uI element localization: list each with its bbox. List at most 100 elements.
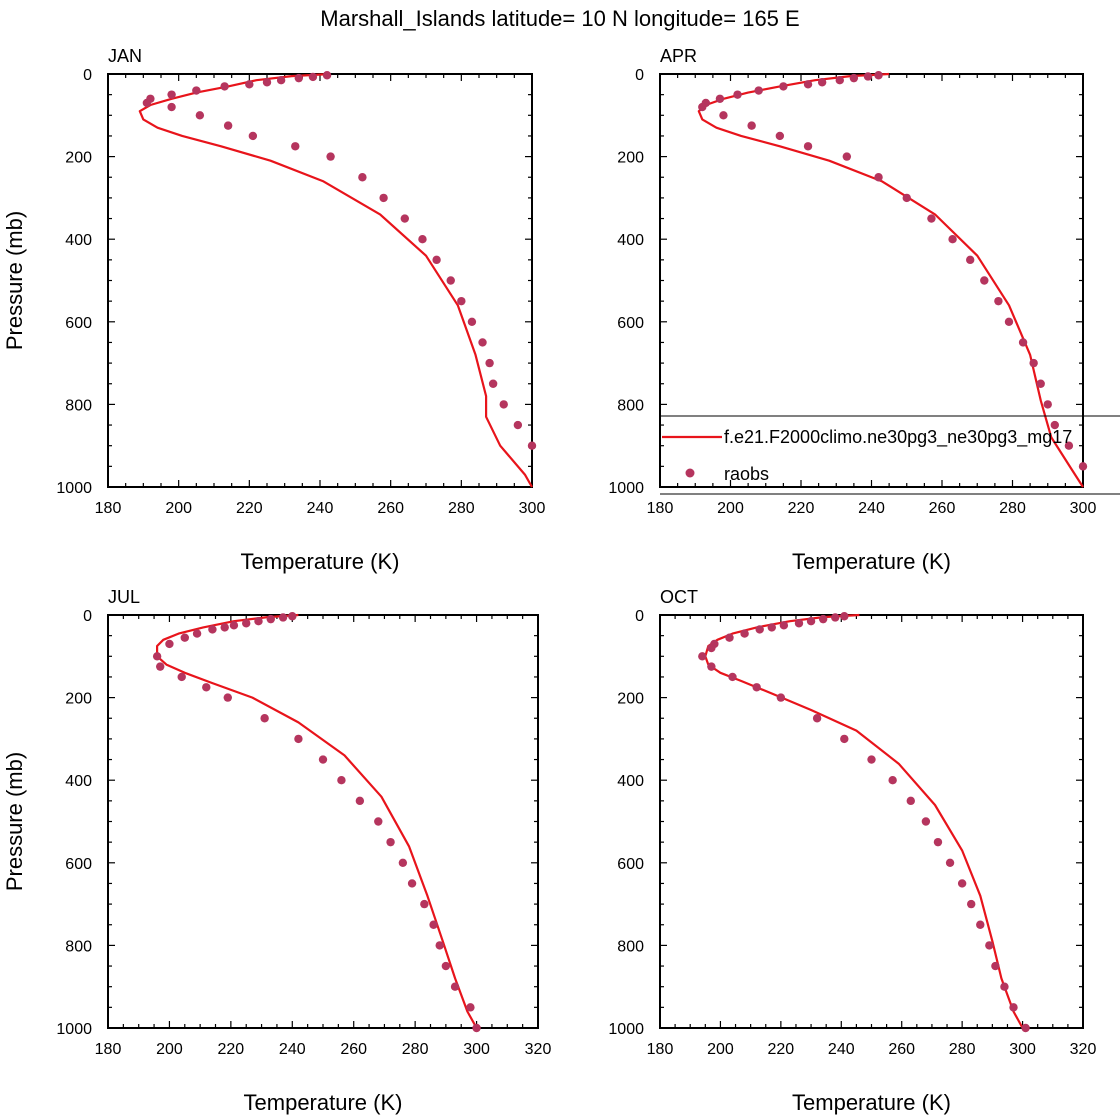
raobs-point [457,296,466,306]
x-tick-label: 240 [307,500,334,517]
raobs-point [229,621,239,630]
panel-title: APR [660,46,697,66]
x-tick-label: 300 [463,1041,490,1058]
raobs-point [927,214,936,223]
y-axis-label: Pressure (mb) [2,211,27,350]
raobs-point [223,693,232,702]
x-tick-label: 320 [1070,1041,1097,1058]
x-tick-label: 280 [448,500,475,517]
raobs-point [957,879,967,888]
raobs-point [1029,358,1038,368]
raobs-point [441,961,451,971]
raobs-point [260,714,269,723]
raobs-point [754,86,763,95]
raobs-point [165,639,174,649]
y-tick-label: 600 [65,856,92,873]
x-tick-label: 280 [949,1041,976,1058]
raobs-point [192,86,201,95]
raobs-point [831,613,840,622]
raobs-point [812,714,822,723]
raobs-point [358,173,367,182]
x-tick-label: 300 [1070,500,1097,517]
y-tick-label: 800 [617,397,644,414]
y-tick-label: 600 [617,856,644,873]
panel-title: JAN [108,46,142,66]
y-tick-label: 800 [617,938,644,955]
x-tick-label: 240 [828,1041,855,1058]
raobs-point [379,193,388,203]
raobs-point [429,920,438,929]
panels-group: JAN 180 200 220 240 260 280 300 0 200 400 600 800 100… [2,46,1096,1115]
raobs-point [326,152,335,161]
raobs-point [747,121,756,130]
raobs-point [1036,379,1045,388]
y-tick-label: 1000 [56,480,92,497]
raobs-point [794,619,804,628]
legend: f.e21.F2000climo.ne30pg3_ne30pg3_mg17rao… [660,415,1120,495]
raobs-point [842,152,852,161]
y-tick-label: 0 [83,608,92,625]
raobs-point [715,94,725,103]
raobs-point [967,899,976,909]
raobs-point [902,193,911,203]
raobs-point [945,858,955,867]
y-tick-label: 0 [635,608,644,625]
raobs-point [849,73,859,83]
raobs-point [698,102,707,112]
raobs-point [985,941,994,950]
raobs-point [248,131,258,141]
raobs-point [167,90,176,99]
raobs-point [355,796,365,806]
plot-frame [107,614,539,1029]
raobs-point [817,78,827,87]
raobs-point [779,621,789,630]
raobs-point [499,400,508,409]
raobs-point [466,1003,475,1012]
raobs-point [698,652,707,661]
raobs-point [276,75,286,85]
raobs-point [223,121,233,130]
x-tick-label: 260 [340,1041,367,1058]
raobs-point [195,111,205,120]
raobs-point [202,683,211,692]
y-tick-label: 600 [65,315,92,332]
raobs-point [976,920,985,929]
y-tick-label: 400 [617,773,644,790]
raobs-point [446,276,455,285]
x-tick-label: 220 [788,500,815,517]
y-tick-label: 600 [617,315,644,332]
raobs-point [156,662,165,671]
raobs-point [152,652,162,661]
raobs-point [1050,420,1060,430]
panel-jan: JAN 180 200 220 240 260 280 300 0 200 400 600 800 100… [2,46,545,574]
figure-title: Marshall_Islands latitude= 10 N longitud… [320,6,799,31]
raobs-point [803,142,813,151]
panel-apr: APR 180 200 220 240 260 280 300 0 200 400 600 800 100… [608,46,1096,574]
y-tick-label: 200 [617,691,644,708]
raobs-point [707,643,716,653]
raobs-point [775,131,785,141]
x-tick-label: 200 [165,500,192,517]
plot-frame [107,73,533,488]
raobs-point [262,78,272,87]
legend-model-label: f.e21.F2000climo.ne30pg3_ne30pg3_mg17 [724,427,1072,448]
raobs-point [874,71,883,80]
raobs-point [254,616,263,626]
raobs-point [1004,317,1014,326]
raobs-point [278,613,288,622]
raobs-point [435,941,444,950]
raobs-point [840,612,849,621]
x-tick-label: 280 [999,500,1026,517]
raobs-point [337,776,346,785]
model-profile-line [697,72,1084,488]
raobs-point [874,173,883,182]
raobs-point [776,693,786,702]
raobs-point [485,358,494,368]
x-tick-label: 200 [156,1041,183,1058]
x-tick-label: 280 [402,1041,429,1058]
raobs-point [242,619,251,628]
raobs-point [418,235,427,244]
y-tick-label: 200 [617,150,644,167]
raobs-point [994,296,1003,306]
raobs-point [867,755,876,764]
